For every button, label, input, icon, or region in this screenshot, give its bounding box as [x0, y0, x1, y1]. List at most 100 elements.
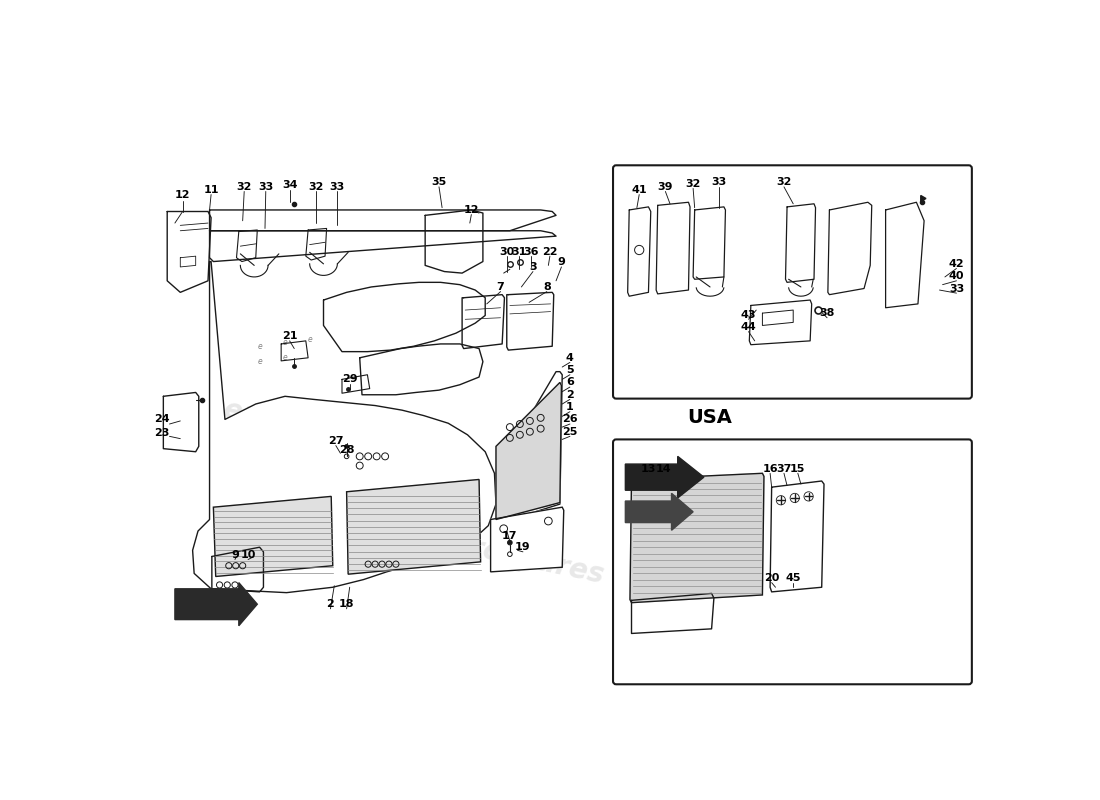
Text: 23: 23	[154, 428, 169, 438]
Text: 37: 37	[777, 464, 792, 474]
Text: 11: 11	[204, 185, 219, 195]
Text: 12: 12	[463, 205, 480, 215]
Polygon shape	[167, 211, 211, 292]
Circle shape	[344, 444, 349, 449]
Polygon shape	[425, 210, 483, 273]
Polygon shape	[507, 292, 553, 350]
Polygon shape	[360, 344, 483, 394]
Text: 33: 33	[258, 182, 274, 192]
Text: 32: 32	[685, 178, 701, 189]
Polygon shape	[236, 230, 257, 262]
Text: 9: 9	[558, 258, 565, 267]
Text: 33: 33	[330, 182, 345, 192]
Text: 40: 40	[948, 271, 965, 281]
Text: e: e	[283, 338, 287, 347]
Text: 2: 2	[566, 390, 574, 400]
Text: 29: 29	[342, 374, 358, 384]
Text: 8: 8	[543, 282, 551, 292]
Text: 1: 1	[566, 402, 574, 412]
Polygon shape	[491, 507, 563, 572]
Polygon shape	[749, 300, 812, 345]
FancyBboxPatch shape	[613, 166, 972, 398]
FancyBboxPatch shape	[613, 439, 972, 684]
Text: 26: 26	[562, 414, 578, 424]
Polygon shape	[656, 202, 690, 294]
Polygon shape	[192, 262, 496, 593]
Text: e: e	[307, 335, 312, 344]
Text: 33: 33	[949, 283, 964, 294]
Text: 22: 22	[542, 246, 558, 257]
Text: 32: 32	[777, 178, 792, 187]
Polygon shape	[212, 547, 264, 592]
Polygon shape	[323, 282, 485, 352]
Polygon shape	[175, 582, 257, 626]
Text: eurospares: eurospares	[675, 510, 852, 574]
Text: 13: 13	[641, 464, 656, 474]
Text: 33: 33	[712, 178, 727, 187]
Polygon shape	[209, 210, 556, 230]
Text: 6: 6	[566, 378, 574, 387]
Text: 16: 16	[762, 464, 778, 474]
Polygon shape	[886, 202, 924, 308]
Text: 20: 20	[764, 573, 779, 583]
Text: 32: 32	[236, 182, 252, 192]
Polygon shape	[625, 456, 704, 498]
Text: 27: 27	[328, 436, 343, 446]
Polygon shape	[628, 207, 651, 296]
Text: 31: 31	[512, 246, 527, 257]
Text: 19: 19	[515, 542, 531, 552]
Text: 28: 28	[339, 445, 354, 455]
Text: 9: 9	[231, 550, 239, 560]
Text: USA: USA	[688, 408, 733, 427]
Text: 35: 35	[431, 178, 447, 187]
Text: eurospares: eurospares	[429, 526, 606, 590]
Text: 15: 15	[790, 464, 805, 474]
Text: 34: 34	[283, 180, 298, 190]
Text: 41: 41	[631, 185, 647, 195]
Polygon shape	[163, 393, 199, 452]
Text: e: e	[257, 357, 262, 366]
Text: 5: 5	[566, 365, 574, 375]
Text: 44: 44	[740, 322, 757, 332]
Polygon shape	[496, 372, 562, 523]
Text: 7: 7	[497, 282, 505, 292]
Polygon shape	[631, 594, 714, 634]
Text: 39: 39	[658, 182, 673, 192]
Text: 36: 36	[524, 246, 539, 257]
Text: eurospares: eurospares	[675, 264, 852, 328]
Text: 12: 12	[175, 190, 190, 199]
Text: e: e	[257, 342, 262, 350]
Text: 2: 2	[327, 599, 334, 610]
Polygon shape	[630, 474, 763, 602]
Text: 38: 38	[820, 308, 835, 318]
Text: 25: 25	[562, 426, 578, 437]
Text: 30: 30	[499, 246, 515, 257]
Text: 24: 24	[154, 414, 169, 424]
Text: 21: 21	[282, 331, 297, 342]
Polygon shape	[306, 229, 327, 260]
Polygon shape	[282, 341, 308, 361]
Circle shape	[507, 540, 513, 545]
Text: 32: 32	[308, 182, 323, 192]
Polygon shape	[770, 481, 824, 592]
Text: 42: 42	[948, 259, 965, 269]
Polygon shape	[462, 294, 505, 349]
Polygon shape	[209, 230, 556, 262]
Text: 45: 45	[785, 573, 801, 583]
Polygon shape	[346, 479, 481, 574]
Text: 14: 14	[656, 464, 672, 474]
Text: 3: 3	[529, 262, 537, 272]
Polygon shape	[785, 204, 815, 282]
Polygon shape	[828, 202, 871, 294]
Polygon shape	[342, 374, 370, 394]
Text: 17: 17	[502, 531, 518, 542]
Polygon shape	[625, 494, 693, 530]
Polygon shape	[213, 496, 332, 577]
Text: e: e	[283, 354, 287, 362]
Text: 43: 43	[740, 310, 757, 320]
Polygon shape	[496, 382, 561, 519]
Text: 4: 4	[566, 353, 574, 363]
Text: 10: 10	[241, 550, 255, 560]
Text: eurospares: eurospares	[700, 274, 859, 330]
Polygon shape	[693, 207, 726, 279]
